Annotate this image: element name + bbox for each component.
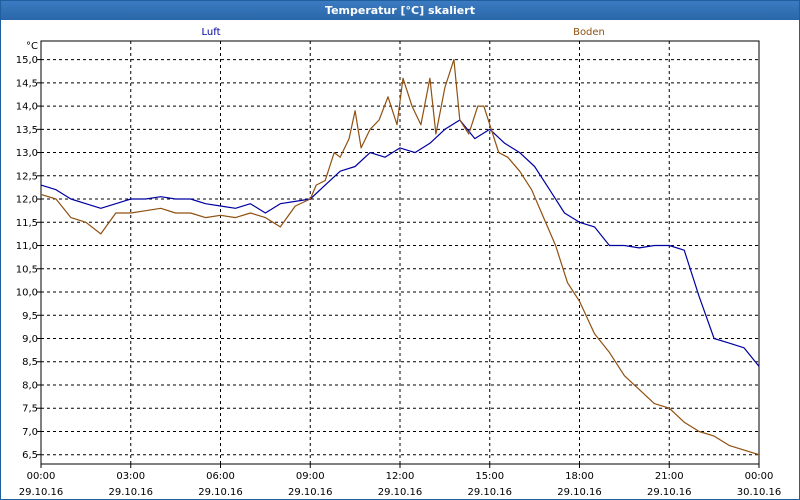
y-tick-label: 13,0: [16, 148, 38, 159]
x-tick-date: 29.10.16: [288, 487, 333, 498]
x-tick-time: 00:00: [27, 471, 56, 482]
legend-boden: Boden: [573, 27, 605, 38]
y-tick-label: 14,0: [16, 102, 38, 113]
x-tick-date: 29.10.16: [467, 487, 512, 498]
y-tick-label: 10,5: [16, 264, 38, 275]
x-tick-time: 06:00: [206, 471, 235, 482]
y-tick-label: 13,5: [16, 125, 38, 136]
x-tick-date: 29.10.16: [647, 487, 692, 498]
y-tick-label: 8,5: [22, 357, 38, 368]
y-tick-label: 7,0: [22, 427, 38, 438]
y-tick-label: 10,0: [16, 288, 38, 299]
y-tick-label: 12,0: [16, 195, 38, 206]
x-tick-date: 29.10.16: [19, 487, 64, 498]
y-tick-label: 8,0: [22, 380, 38, 391]
y-tick-label: 7,5: [22, 404, 38, 415]
y-tick-label: 9,5: [22, 311, 38, 322]
x-tick-date: 29.10.16: [108, 487, 153, 498]
y-tick-label: 11,5: [16, 218, 38, 229]
y-tick-label: 9,0: [22, 334, 38, 345]
y-tick-label: 15,0: [16, 55, 38, 66]
y-tick-label: 12,5: [16, 171, 38, 182]
x-tick-time: 21:00: [655, 471, 684, 482]
x-tick-date: 29.10.16: [198, 487, 243, 498]
y-axis-label: °C: [26, 41, 38, 52]
x-axis-ticks: 00:00 29.10.16 03:00 29.10.16 06:00 29.10.16 0…: [19, 464, 782, 498]
x-tick-date: 30.10.16: [737, 487, 782, 498]
series-lines: [40, 58, 760, 456]
y-axis-ticks: 15,0 14,5 14,0 13,5 13,0 12,5 12,0 11,5 11,0 10,5…: [16, 55, 41, 461]
window-title: Temperatur [°C] skaliert: [1, 1, 799, 20]
series-line-boden: [40, 58, 760, 456]
y-tick-label: 14,5: [16, 78, 38, 89]
x-tick-date: 29.10.16: [378, 487, 423, 498]
x-tick-time: 15:00: [475, 471, 504, 482]
y-tick-label: 11,0: [16, 241, 38, 252]
series-line-luft: [40, 119, 760, 367]
x-tick-time: 18:00: [565, 471, 594, 482]
x-tick-time: 09:00: [296, 471, 325, 482]
x-tick-time: 00:00: [745, 471, 774, 482]
legend-luft: Luft: [202, 27, 221, 38]
x-tick-time: 12:00: [386, 471, 415, 482]
x-tick-date: 29.10.16: [557, 487, 602, 498]
grid: [41, 41, 759, 464]
y-tick-label: 6,5: [22, 450, 38, 461]
x-tick-time: 03:00: [116, 471, 145, 482]
